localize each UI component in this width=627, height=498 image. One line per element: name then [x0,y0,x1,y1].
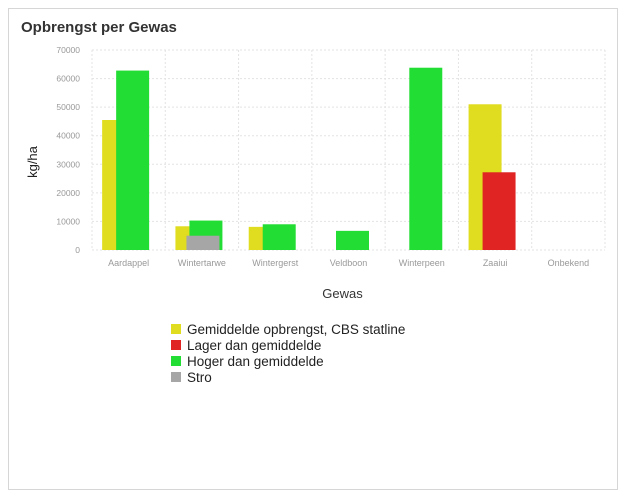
legend-label: Gemiddelde opbrengst, CBS statline [187,321,406,337]
legend-label: Stro [187,369,212,385]
legend-item[interactable]: Gemiddelde opbrengst, CBS statline [171,321,405,337]
y-tick-label: 60000 [56,74,80,84]
legend-label: Hoger dan gemiddelde [187,353,324,369]
y-tick-label: 30000 [56,159,80,169]
x-tick-label: Wintergerst [252,258,299,268]
legend-swatch [171,340,181,350]
x-axis-title: Gewas [322,286,363,301]
y-axis-title: kg/ha [25,145,40,178]
bar-winterpeen-hoger [409,67,443,250]
bar-wintergerst-hoger [262,224,296,250]
legend-swatch [171,356,181,366]
chart-legend: Gemiddelde opbrengst, CBS statline Lager … [171,321,405,385]
y-tick-label: 40000 [56,131,80,141]
bar-zaaiui-lager [482,172,516,250]
x-tick-label: Aardappel [108,258,149,268]
legend-item[interactable]: Hoger dan gemiddelde [171,353,405,369]
y-tick-label: 70000 [56,45,80,55]
bar-wintertarwe-stro [186,235,220,250]
y-tick-label: 50000 [56,102,80,112]
x-tick-label: Wintertarwe [178,258,226,268]
bar-veldboon-hoger [336,230,369,250]
legend-item[interactable]: Lager dan gemiddelde [171,337,405,353]
x-tick-label: Winterpeen [399,258,445,268]
y-tick-label: 20000 [56,188,80,198]
bar-aardappel-hoger [116,70,150,250]
legend-item[interactable]: Stro [171,369,405,385]
legend-label: Lager dan gemiddelde [187,337,322,353]
y-tick-label: 0 [75,245,80,255]
chart-title: Opbrengst per Gewas [21,19,177,36]
x-tick-label: Onbekend [548,258,590,268]
x-tick-label: Veldboon [330,258,368,268]
x-tick-label: Zaaiui [483,258,508,268]
legend-swatch [171,324,181,334]
legend-swatch [171,372,181,382]
y-tick-label: 10000 [56,216,80,226]
